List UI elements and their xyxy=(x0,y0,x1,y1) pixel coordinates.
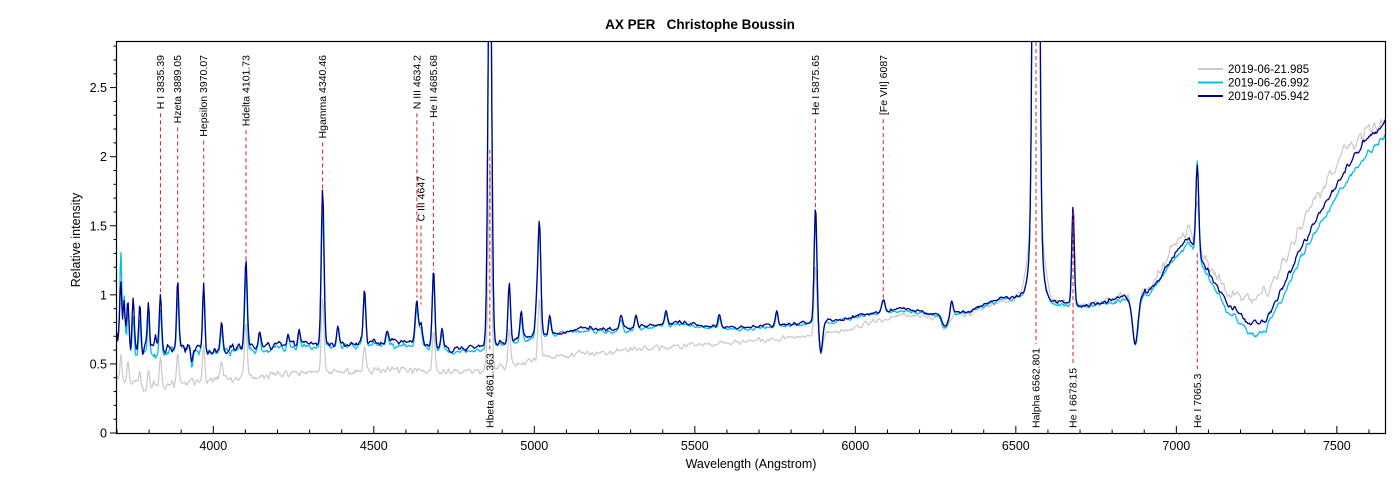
annotation-[Fe VII] 6087: [Fe VII] 6087 xyxy=(878,55,890,299)
annotation-label: Halpha 6562.801 xyxy=(1030,348,1042,428)
annotation-N III 4634.2: N III 4634.2 xyxy=(411,55,423,298)
chart-title: AX PER Christophe Boussin xyxy=(605,17,795,32)
series-2019-06-21.985 xyxy=(116,42,1386,392)
annotation-He I 6678.15: He I 6678.15 xyxy=(1068,211,1080,428)
series-2019-07-05.942 xyxy=(116,42,1386,363)
axis-ticks xyxy=(110,45,1370,434)
series-2019-06-26.992 xyxy=(116,42,1386,368)
annotation-label: Hbeta 4861.363 xyxy=(484,353,496,428)
y-tick-label: 1.5 xyxy=(90,219,107,233)
x-tick-label: 7500 xyxy=(1323,439,1351,453)
y-tick-label: 2.5 xyxy=(90,81,107,95)
y-tick-label: 2 xyxy=(100,150,107,164)
annotation-label: Hzeta 3889.05 xyxy=(172,55,184,123)
legend: 2019-06-21.985 2019-06-26.9922019-07-05.9… xyxy=(1198,64,1309,103)
legend-label-2019-06-26.992: 2019-06-26.992 xyxy=(1228,78,1309,90)
annotation-label: N III 4634.2 xyxy=(411,55,423,109)
annotation-label: He II 4685.68 xyxy=(428,55,440,118)
annotation-He I 5875.65: He I 5875.65 xyxy=(810,55,822,208)
annotation-H I 3835.39: H I 3835.39 xyxy=(155,55,167,295)
annotation-label: Hdelta 4101.73 xyxy=(240,55,252,126)
x-tick-label: 6500 xyxy=(1002,439,1030,453)
legend-label-2019-07-05.942: 2019-07-05.942 xyxy=(1228,91,1309,103)
annotation-label: He I 5875.65 xyxy=(810,55,822,115)
y-tick-label: 0 xyxy=(100,427,107,441)
y-tick-label: 1 xyxy=(100,288,107,302)
plot-border xyxy=(115,40,1387,435)
annotation-C III 4647: C III 4647 xyxy=(415,176,427,305)
x-tick-label: 5500 xyxy=(681,439,709,453)
y-tick-label: 0.5 xyxy=(90,357,107,371)
x-tick-label: 7000 xyxy=(1162,439,1190,453)
x-tick-label: 4000 xyxy=(199,439,227,453)
legend-label-2019-06-21.985: 2019-06-21.985 xyxy=(1228,64,1309,76)
annotation-label: He I 6678.15 xyxy=(1068,368,1080,428)
annotation-Hgamma 4340.46: Hgamma 4340.46 xyxy=(317,55,329,190)
annotation-He II 4685.68: He II 4685.68 xyxy=(428,55,440,270)
y-axis-label: Relative intensity xyxy=(69,192,83,288)
annotation-Hzeta 3889.05: Hzeta 3889.05 xyxy=(172,55,184,282)
x-tick-label: 5000 xyxy=(520,439,548,453)
x-axis-label: Wavelength (Angstrom) xyxy=(685,457,817,471)
annotation-Hdelta 4101.73: Hdelta 4101.73 xyxy=(240,55,252,261)
axis-tick-labels: 4000 4500 5000 5500 6000 6500 7000 7500 0 0.5 1 1.5… xyxy=(90,81,1351,453)
annotation-label: [Fe VII] 6087 xyxy=(878,55,890,115)
annotation-label: H I 3835.39 xyxy=(155,55,167,109)
annotation-Halpha 6562.801: Halpha 6562.801 xyxy=(1030,42,1042,428)
annotation-Hbeta 4861.363: Hbeta 4861.363 xyxy=(484,149,496,428)
annotation-label: He I 7065.3 xyxy=(1192,374,1204,428)
annotation-label: C III 4647 xyxy=(415,176,427,222)
annotation-Hepsilon 3970.07: Hepsilon 3970.07 xyxy=(198,55,210,282)
x-tick-label: 4500 xyxy=(360,439,388,453)
annotation-label: Hepsilon 3970.07 xyxy=(198,55,210,137)
x-tick-label: 6000 xyxy=(841,439,869,453)
annotation-label: Hgamma 4340.46 xyxy=(317,55,329,139)
annotation-He I 7065.3: He I 7065.3 xyxy=(1192,253,1204,428)
